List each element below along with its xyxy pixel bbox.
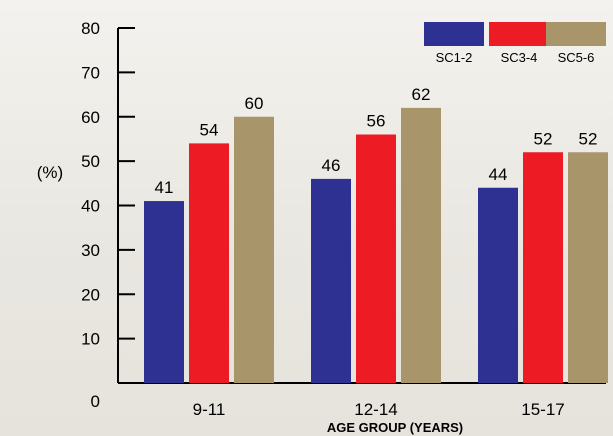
data-label: 62 <box>412 85 431 104</box>
data-label: 46 <box>322 156 341 175</box>
legend-swatch-sc3-4 <box>489 22 549 46</box>
y-tick-label: 70 <box>81 63 100 82</box>
x-tick-label: 12-14 <box>354 400 397 419</box>
legend-swatch-sc5-6 <box>546 22 606 46</box>
data-label: 41 <box>155 178 174 197</box>
data-label: 56 <box>367 112 386 131</box>
data-label: 52 <box>579 129 598 148</box>
y-tick-label: 20 <box>81 285 100 304</box>
legend-label: SC1-2 <box>436 50 473 65</box>
y-tick-label: 0 <box>91 392 100 411</box>
bar-sc5-6-15-17 <box>568 152 608 383</box>
y-tick-label: 50 <box>81 152 100 171</box>
bar-sc5-6-12-14 <box>401 107 441 383</box>
y-axis-label: (%) <box>37 163 63 182</box>
bar-sc1-2-12-14 <box>311 178 351 383</box>
bar-sc5-6-9-11 <box>234 116 274 383</box>
legend-swatch-sc1-2 <box>424 22 484 46</box>
bar-sc3-4-9-11 <box>189 143 229 383</box>
y-tick-label: 30 <box>81 241 100 260</box>
bar-sc1-2-9-11 <box>144 201 184 383</box>
legend-label: SC5-6 <box>558 50 595 65</box>
x-tick-label: 9-11 <box>193 400 226 419</box>
data-label: 44 <box>489 165 508 184</box>
data-label: 54 <box>200 120 219 139</box>
bar-sc3-4-15-17 <box>523 152 563 383</box>
x-tick-label: 15-17 <box>521 400 564 419</box>
y-tick-label: 60 <box>81 108 100 127</box>
y-tick-label: 80 <box>81 19 100 38</box>
data-label: 60 <box>245 94 264 113</box>
data-label: 52 <box>534 129 553 148</box>
x-axis-label: AGE GROUP (YEARS) <box>327 420 463 435</box>
y-tick-label: 40 <box>81 197 100 216</box>
legend-label: SC3-4 <box>501 50 538 65</box>
bar-sc1-2-15-17 <box>478 187 518 383</box>
bar-sc3-4-12-14 <box>356 134 396 383</box>
y-tick-label: 10 <box>81 330 100 349</box>
